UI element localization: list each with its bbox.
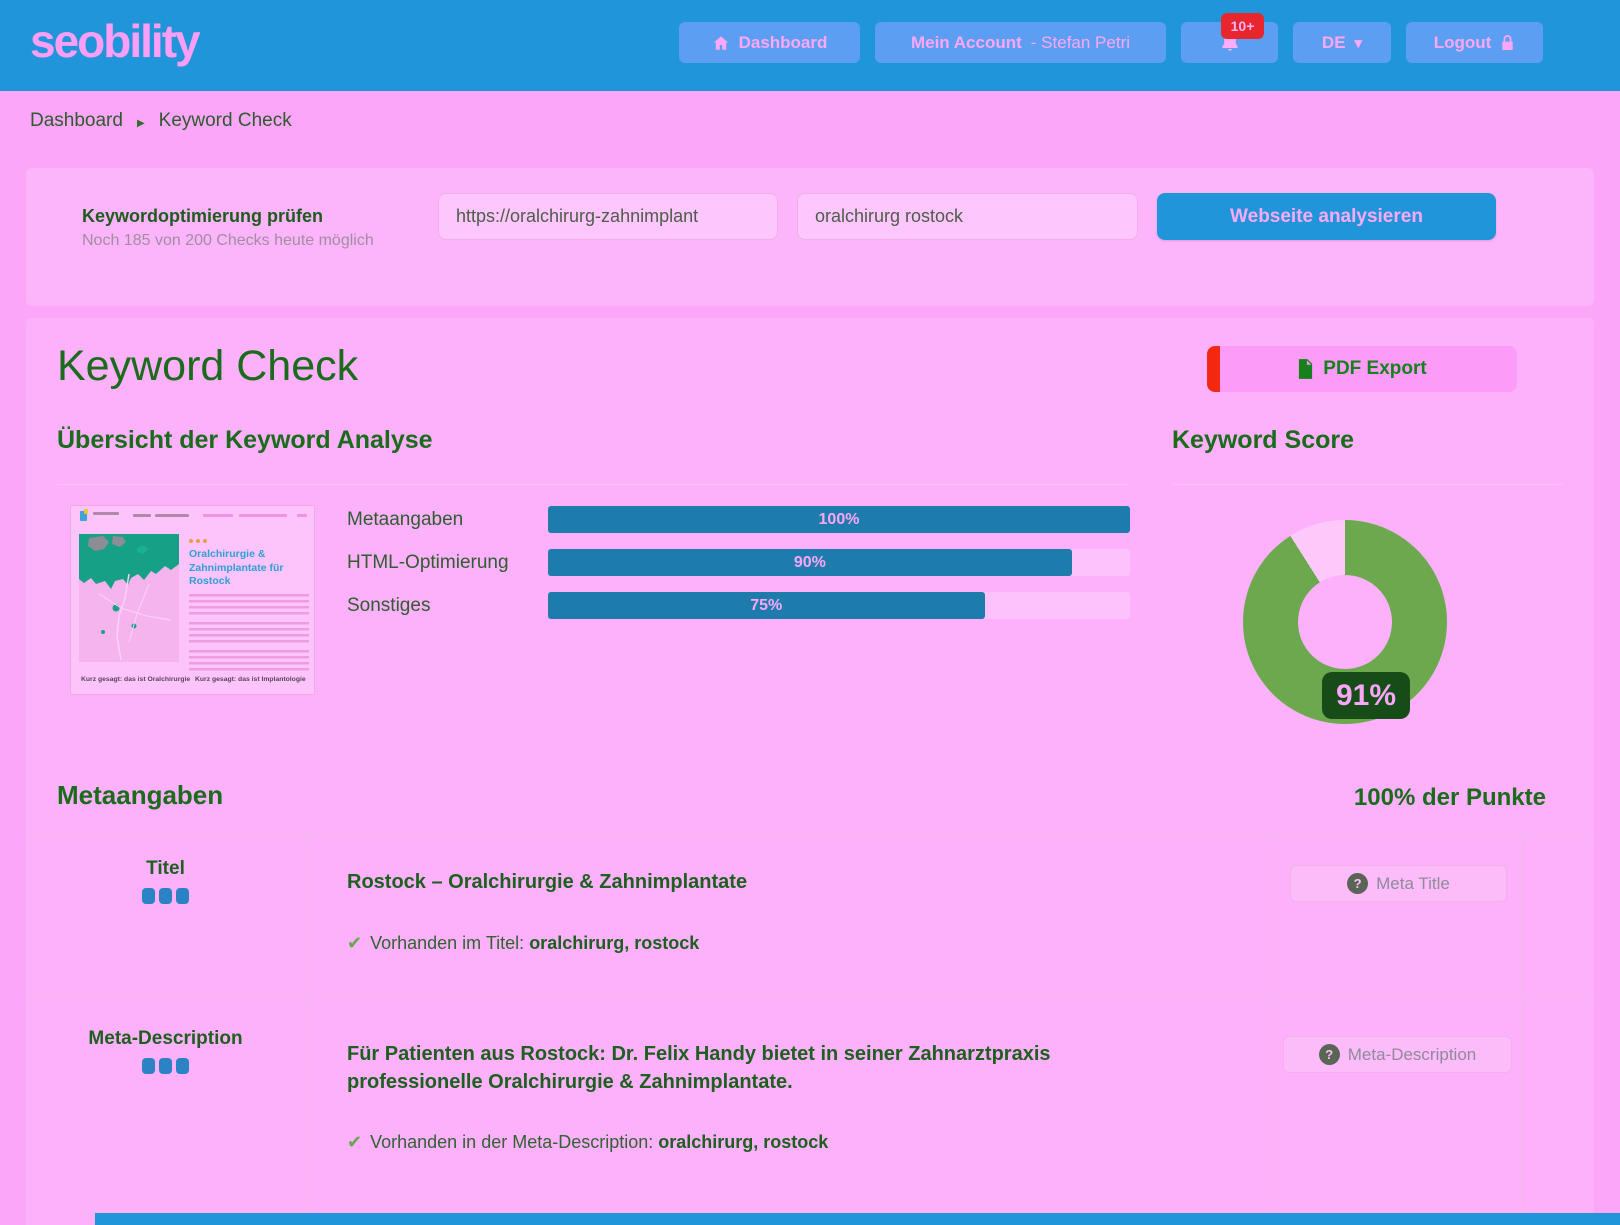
thumbnail-nav-phone — [203, 514, 233, 517]
meta-section-heading: Metaangaben — [57, 780, 224, 810]
thumbnail-nav-item — [133, 514, 151, 517]
row-label-titel: Titel — [146, 858, 185, 879]
table-column-divider — [305, 832, 306, 1225]
meta-description-check-line: Vorhanden in der Meta-Description: oralc… — [347, 1132, 828, 1153]
meta-description-content: Für Patienten aus Rostock: Dr. Felix Han… — [347, 1043, 1051, 1093]
bar-track: 90% — [548, 549, 1130, 576]
score-heading: Keyword Score — [1172, 426, 1355, 454]
thumbnail-caption-right: Kurz gesagt: das ist Implantologie — [195, 676, 306, 683]
language-dropdown[interactable]: DE — [1293, 22, 1391, 63]
thumbnail-nav-text — [93, 512, 119, 515]
url-input[interactable] — [438, 193, 778, 240]
pdf-file-icon — [1297, 359, 1314, 379]
thumbnail-logo-accent — [84, 509, 88, 514]
dashboard-button[interactable]: Dashboard — [679, 22, 860, 63]
seobility-logo[interactable]: seobility — [30, 15, 201, 67]
row-label-meta-description: Meta-Description — [88, 1028, 243, 1049]
table-divider — [26, 832, 1594, 833]
bar-fill: 90% — [548, 549, 1072, 576]
notifications-button[interactable]: 10+ — [1181, 13, 1278, 63]
account-button[interactable]: Mein Account - Stefan Petri — [875, 22, 1166, 63]
thumbnail-nav-address — [239, 514, 287, 517]
title-content: Rostock – Oralchirurgie & Zahnimplantate — [347, 871, 748, 893]
header-nav: Dashboard Mein Account - Stefan Petri 10… — [679, 13, 1543, 63]
score-bar-metaangaben: Metaangaben 100% — [347, 506, 1130, 533]
rating-dots — [26, 1058, 305, 1074]
analyze-button[interactable]: Webseite analysieren — [1157, 193, 1496, 240]
breadcrumb-arrow-icon — [137, 110, 145, 132]
lock-icon — [1500, 34, 1515, 51]
overview-heading: Übersicht der Keyword Analyse — [57, 426, 433, 454]
check-icon — [347, 933, 370, 953]
bottom-cutoff-bar — [95, 1213, 1620, 1225]
thumbnail-navbar — [71, 506, 314, 526]
bar-track: 100% — [548, 506, 1130, 533]
table-column-divider — [1520, 832, 1521, 1225]
rating-dots — [26, 888, 305, 904]
thumbnail-paragraph — [189, 650, 309, 672]
bar-fill: 75% — [548, 592, 985, 619]
pdf-export-button[interactable]: PDF Export — [1207, 346, 1517, 392]
title-check-line: Vorhanden im Titel: oralchirurg, rostock — [347, 933, 699, 954]
notification-count-badge: 10+ — [1221, 13, 1264, 39]
score-divider — [1172, 484, 1563, 485]
home-icon — [712, 34, 730, 52]
breadcrumb-dashboard[interactable]: Dashboard — [30, 110, 123, 131]
score-bar-sonstiges: Sonstiges 75% — [347, 592, 1130, 619]
check-icon — [347, 1132, 370, 1152]
breadcrumb: Dashboard Keyword Check — [30, 110, 292, 132]
website-thumbnail: Oralchirurgie & Zahnimplantate für Rosto… — [70, 505, 315, 695]
keyword-check-form: Keywordoptimierung prüfen Noch 185 von 2… — [26, 168, 1594, 306]
overview-divider — [57, 484, 1130, 485]
thumbnail-nav-more — [297, 514, 307, 517]
breadcrumb-current: Keyword Check — [158, 110, 292, 131]
keyword-score-value: 91% — [1322, 672, 1410, 719]
logout-button[interactable]: Logout — [1406, 22, 1543, 63]
thumbnail-caption-left: Kurz gesagt: das ist Oralchirurgie — [81, 676, 191, 683]
meta-title-help-button[interactable]: Meta Title — [1290, 865, 1507, 902]
keyword-check-result-card: Keyword Check PDF Export Übersicht der K… — [26, 318, 1594, 1225]
page-title: Keyword Check — [57, 342, 359, 390]
thumbnail-map-image — [79, 534, 179, 662]
table-divider — [26, 995, 1594, 996]
question-icon — [1318, 1044, 1340, 1065]
form-title: Keywordoptimierung prüfen — [82, 206, 324, 226]
bar-fill: 100% — [548, 506, 1130, 533]
thumbnail-headline: Oralchirurgie & Zahnimplantate für Rosto… — [189, 548, 284, 588]
question-icon — [1347, 873, 1369, 894]
thumbnail-paragraph — [189, 594, 309, 616]
thumbnail-bullet-dots — [189, 539, 207, 543]
table-column-divider — [1270, 832, 1271, 1225]
thumbnail-nav-item — [155, 514, 189, 517]
keyword-input[interactable] — [797, 193, 1138, 240]
app-header: seobility Dashboard Mein Account - Stefa… — [0, 0, 1620, 91]
meta-section-points: 100% der Punkte — [1353, 784, 1546, 811]
pdf-button-accent-stripe — [1207, 346, 1220, 392]
bar-track: 75% — [548, 592, 1130, 619]
thumbnail-logo-icon — [80, 511, 87, 521]
score-bar-html-optimierung: HTML-Optimierung 90% — [347, 549, 1130, 576]
quota-note: Noch 185 von 200 Checks heute möglich — [82, 232, 374, 249]
meta-description-help-button[interactable]: Meta-Description — [1283, 1036, 1512, 1073]
thumbnail-paragraph — [189, 622, 309, 644]
